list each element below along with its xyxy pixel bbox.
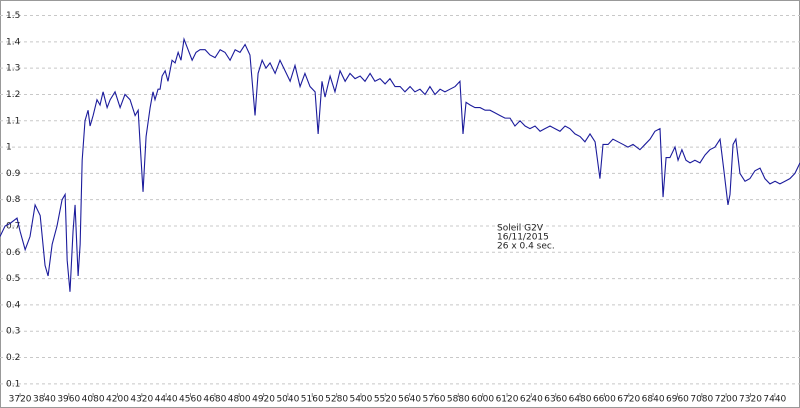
x-tick-label: 6840	[642, 395, 665, 405]
y-tick-label: 0.9	[6, 169, 21, 179]
y-tick-label: 1.1	[6, 116, 20, 126]
x-tick-label: 5280	[325, 395, 348, 405]
x-tick-label: 5760	[423, 395, 446, 405]
annotation: 26 x 0.4 sec.	[497, 242, 555, 252]
x-tick-label: 7080	[690, 395, 713, 405]
x-tick-label: 5880	[447, 395, 470, 405]
x-tick-label: 6120	[496, 395, 519, 405]
x-tick-label: 3840	[33, 395, 56, 405]
y-tick-label: 0.8	[6, 195, 21, 205]
x-tick-label: 5520	[374, 395, 397, 405]
y-tick-label: 0.2	[6, 353, 20, 363]
x-tick-label: 7440	[763, 395, 786, 405]
x-tick-label: 4680	[203, 395, 226, 405]
x-tick-label: 4320	[130, 395, 153, 405]
x-tick-label: 4800	[228, 395, 251, 405]
x-tick-label: 4560	[179, 395, 202, 405]
x-tick-label: 4200	[106, 395, 129, 405]
x-tick-label: 4080	[82, 395, 105, 405]
x-tick-label: 6720	[617, 395, 640, 405]
y-tick-label: 0.3	[6, 327, 20, 337]
annotation: Soleil G2V	[497, 224, 544, 234]
x-tick-label: 6960	[666, 395, 689, 405]
x-tick-label: 3960	[57, 395, 80, 405]
x-tick-label: 6360	[544, 395, 567, 405]
y-tick-label: 0.7	[6, 221, 20, 231]
y-tick-label: 1.3	[6, 64, 20, 74]
y-tick-label: 1.4	[6, 37, 21, 47]
spectrum-line	[0, 37, 800, 292]
x-tick-label: 7200	[715, 395, 738, 405]
annotation: 16/11/2015	[497, 233, 549, 243]
x-tick-label: 6000	[471, 395, 494, 405]
y-tick-label: 1.5	[6, 11, 20, 21]
x-tick-label: 3720	[9, 395, 32, 405]
x-tick-label: 5400	[349, 395, 372, 405]
x-tick-label: 5640	[398, 395, 421, 405]
x-tick-label: 6240	[520, 395, 543, 405]
y-tick-label: 1	[6, 143, 12, 153]
y-tick-label: 0.6	[6, 248, 21, 258]
y-tick-label: 0.1	[6, 379, 20, 389]
x-tick-label: 7320	[739, 395, 762, 405]
x-tick-label: 6480	[569, 395, 592, 405]
x-tick-label: 4440	[155, 395, 178, 405]
y-tick-label: 1.2	[6, 90, 20, 100]
x-tick-label: 6600	[593, 395, 616, 405]
x-tick-label: 4920	[252, 395, 275, 405]
y-tick-label: 0.5	[6, 274, 20, 284]
x-tick-label: 5160	[301, 395, 324, 405]
x-tick-label: 5040	[276, 395, 299, 405]
y-tick-label: 0.4	[6, 300, 21, 310]
